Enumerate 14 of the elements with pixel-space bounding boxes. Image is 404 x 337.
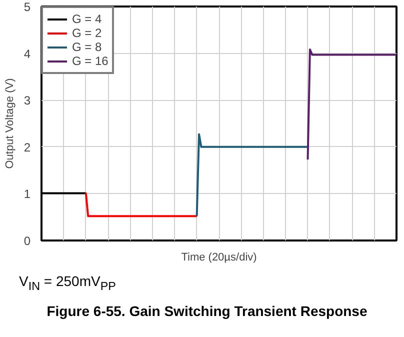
x-axis-title: Time (20µs/div) — [181, 252, 257, 264]
y-axis-title: Output Voltage (V) — [4, 78, 16, 169]
y-tick-label: 0 — [24, 234, 31, 248]
text: Figure 6-55. Gain Switching Transient Response — [46, 302, 368, 321]
y-tick-label: 1 — [24, 187, 31, 202]
y-tick-label: 3 — [24, 94, 31, 108]
legend-label: G = 2 — [72, 26, 102, 40]
y-tick-label: 2 — [24, 140, 31, 154]
legend-label: G = 8 — [72, 40, 102, 54]
legend-label: G = 4 — [72, 12, 102, 26]
legend-label: G = 16 — [72, 54, 108, 68]
y-tick-label: 4 — [24, 46, 31, 61]
y-tick-label: 5 — [24, 0, 31, 14]
text: V$_{IN}$ = 250mV$_{PP}$ — [19, 272, 116, 295]
